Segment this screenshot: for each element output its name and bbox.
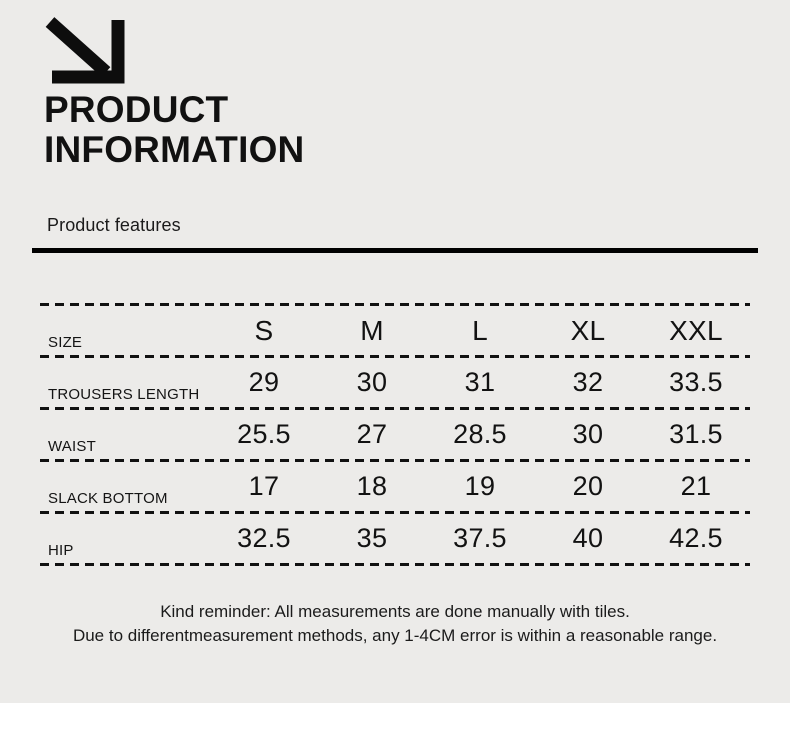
cell-hip-s: 32.5 <box>237 523 291 553</box>
row-label-hip: HIP <box>48 542 74 559</box>
cell-waist-s: 25.5 <box>237 419 291 449</box>
row-cells-slack-bottom: 17 18 19 20 21 <box>210 462 750 511</box>
cell-trousers-length-s: 29 <box>248 367 280 397</box>
row-cells-trousers-length: 29 30 31 32 33.5 <box>210 358 750 407</box>
column-header-xxl: XXL <box>669 314 723 346</box>
row-divider <box>40 407 750 410</box>
cell-slack-bottom-xl: 20 <box>572 471 604 501</box>
page-title-line-2: INFORMATION <box>44 129 305 170</box>
row-cells-waist: 25.5 27 28.5 30 31.5 <box>210 410 750 459</box>
cell-waist-l: 28.5 <box>453 419 507 449</box>
table-header-label: SIZE <box>48 334 83 351</box>
cell-hip-m: 35 <box>356 523 388 553</box>
row-cells-hip: 32.5 35 37.5 40 42.5 <box>210 514 750 563</box>
table-bottom-border <box>40 563 750 566</box>
table-row: TROUSERS LENGTH 29 30 31 32 33.5 <box>40 358 750 407</box>
table-header-row: SIZE S M L XL XXL <box>40 306 750 355</box>
measurement-note-line-2: Due to differentmeasurement methods, any… <box>72 626 718 645</box>
content-panel: PRODUCT INFORMATION Product features SIZ… <box>0 0 790 703</box>
table-row: SLACK BOTTOM 17 18 19 20 21 <box>40 462 750 511</box>
row-divider <box>40 459 750 462</box>
cell-waist-xl: 30 <box>572 419 604 449</box>
cell-trousers-length-xl: 32 <box>572 367 604 397</box>
column-header-l: L <box>472 314 488 346</box>
size-chart-table: SIZE S M L XL XXL TROUSERS LENGTH 29 30 … <box>40 303 750 566</box>
column-header-s: S <box>254 314 274 346</box>
arrow-down-right-icon <box>44 16 128 88</box>
cell-slack-bottom-xxl: 21 <box>680 471 712 501</box>
product-features-label: Product features <box>47 215 181 235</box>
cell-slack-bottom-s: 17 <box>248 471 280 501</box>
row-label-trousers-length: TROUSERS LENGTH <box>48 386 200 403</box>
page-title: PRODUCT INFORMATION <box>44 90 544 170</box>
cell-trousers-length-m: 30 <box>356 367 388 397</box>
cell-hip-xl: 40 <box>572 523 604 553</box>
row-label-slack-bottom: SLACK BOTTOM <box>48 490 168 507</box>
cell-slack-bottom-l: 19 <box>464 471 496 501</box>
row-divider <box>40 511 750 514</box>
cell-trousers-length-xxl: 33.5 <box>669 367 723 397</box>
cell-waist-xxl: 31.5 <box>669 419 723 449</box>
cell-trousers-length-l: 31 <box>464 367 496 397</box>
cell-waist-m: 27 <box>356 419 388 449</box>
table-header-cells: S M L XL XXL <box>210 306 750 355</box>
measurement-note: Kind reminder: All measurements are done… <box>0 600 790 648</box>
table-top-border <box>40 303 750 306</box>
table-row: HIP 32.5 35 37.5 40 42.5 <box>40 514 750 563</box>
section-divider-rule <box>32 248 758 253</box>
page-title-line-1: PRODUCT <box>44 89 229 130</box>
column-header-m: M <box>360 314 384 346</box>
cell-hip-xxl: 42.5 <box>669 523 723 553</box>
measurement-note-line-1: Kind reminder: All measurements are done… <box>160 602 630 621</box>
row-divider <box>40 355 750 358</box>
column-header-xl: XL <box>570 314 606 346</box>
cell-slack-bottom-m: 18 <box>356 471 388 501</box>
cell-hip-l: 37.5 <box>453 523 507 553</box>
table-row: WAIST 25.5 27 28.5 30 31.5 <box>40 410 750 459</box>
row-label-waist: WAIST <box>48 438 96 455</box>
